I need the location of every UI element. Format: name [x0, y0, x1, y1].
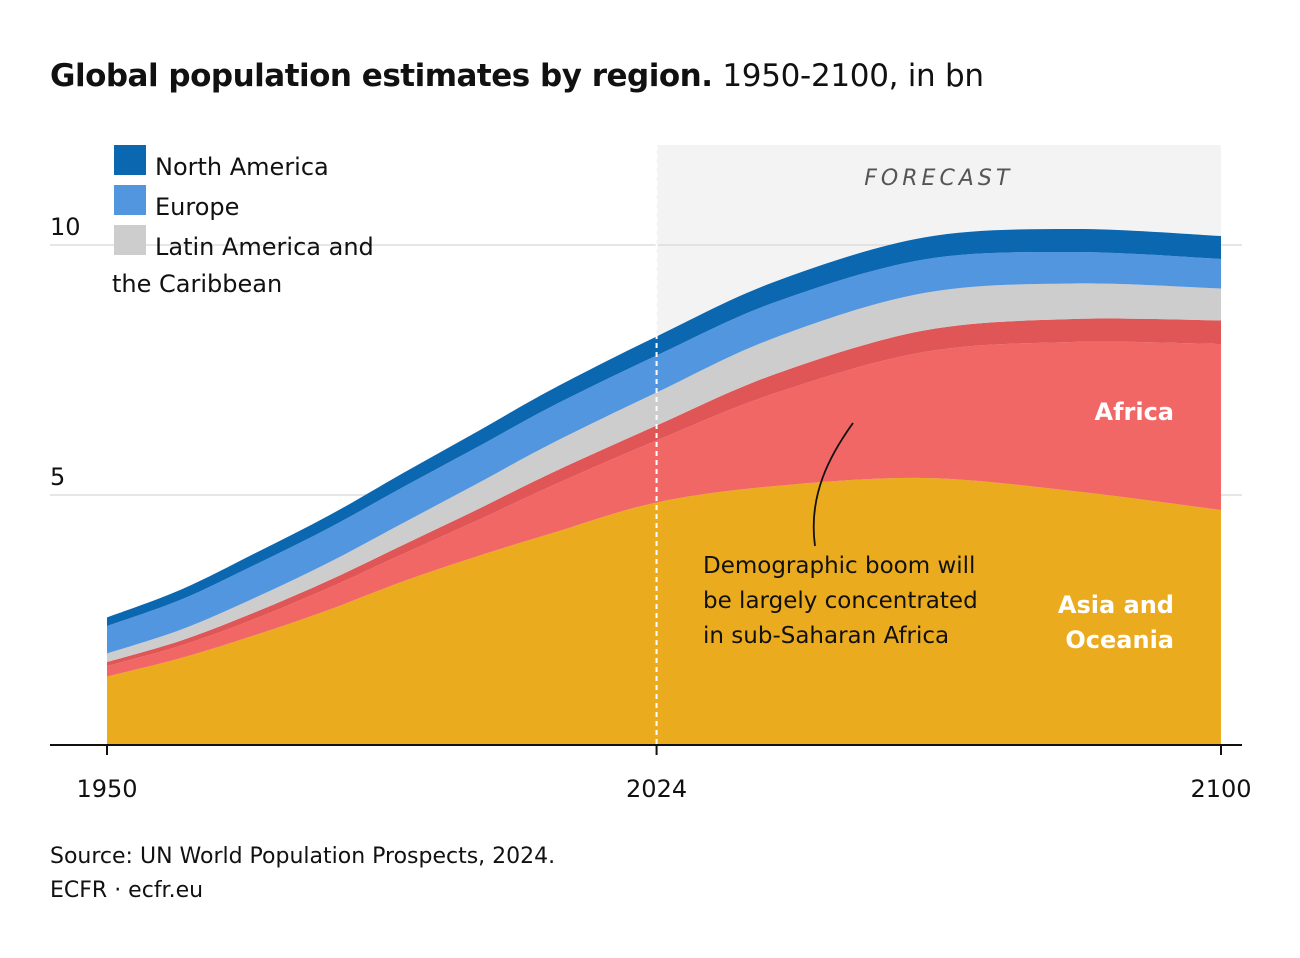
- area-series: [107, 228, 1221, 745]
- area-latin-america-and-the-caribbean: [107, 283, 1221, 662]
- annotation-text: Demographic boom will: [703, 553, 975, 579]
- annotation-text: in sub-Saharan Africa: [703, 623, 949, 649]
- y-tick-label: 10: [50, 213, 81, 241]
- x-tick-label: 2024: [626, 775, 687, 803]
- x-tick-label: 1950: [76, 775, 137, 803]
- legend: North America Europe Latin America and the …: [112, 145, 374, 298]
- x-axis-ticks: 1950 2024 2100: [76, 745, 1252, 803]
- legend-swatch: [114, 185, 146, 215]
- chart-title: Global population estimates by region. 1…: [50, 54, 984, 98]
- legend-swatch: [114, 225, 146, 255]
- annotation-text: be largely concentrated: [703, 588, 978, 614]
- title-subtitle: 1950-2100, in bn: [722, 58, 984, 94]
- annotation-pointer: [812, 422, 854, 547]
- area-europe: [107, 251, 1221, 654]
- legend-swatch: [114, 145, 146, 175]
- x-tick-label: 2100: [1190, 775, 1251, 803]
- area-series-: [107, 318, 1221, 666]
- legend-label: North America: [155, 153, 329, 181]
- africa-label: Africa: [1095, 398, 1175, 426]
- annotation: Demographic boom will be largely concentr…: [703, 422, 978, 649]
- legend-label: Latin America and: [155, 233, 374, 261]
- credit-note: ECFR · ecfr.eu: [50, 878, 204, 903]
- legend-label: Europe: [155, 193, 239, 221]
- area-asia-and-oceania: [107, 477, 1221, 745]
- asia-oceania-label: Asia and: [1058, 591, 1174, 619]
- region-labels: Africa Asia and Oceania: [1058, 398, 1174, 654]
- legend-label-line2: the Caribbean: [112, 270, 282, 298]
- y-tick-label: 5: [50, 463, 65, 491]
- source-note: Source: UN World Population Prospects, 2…: [50, 844, 556, 869]
- asia-oceania-label: Oceania: [1065, 626, 1174, 654]
- y-axis-ticks: 5 10: [50, 213, 81, 491]
- forecast-label: FORECAST: [864, 166, 1013, 191]
- title-main: Global population estimates by region.: [50, 58, 713, 94]
- area-africa: [107, 341, 1221, 677]
